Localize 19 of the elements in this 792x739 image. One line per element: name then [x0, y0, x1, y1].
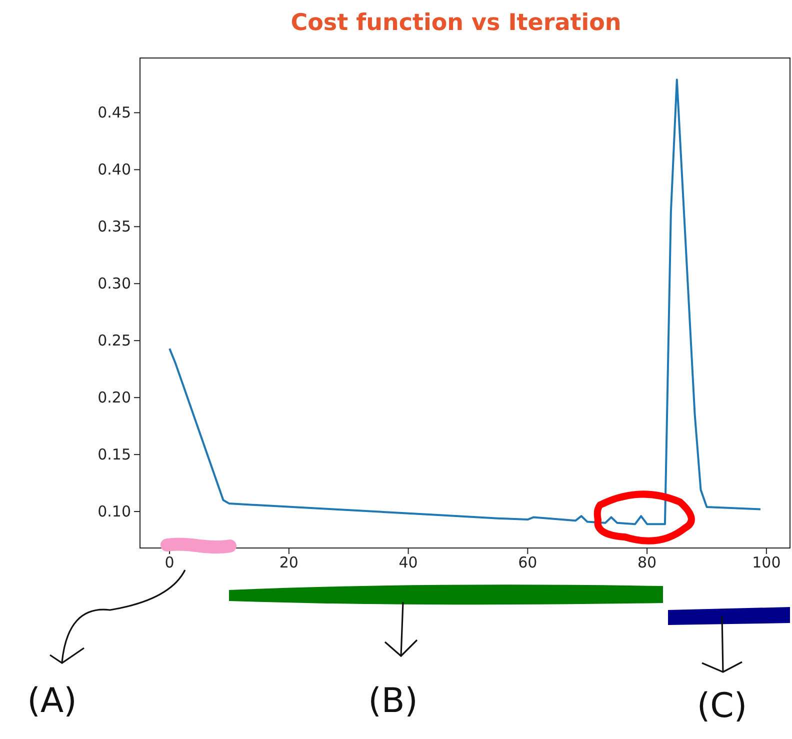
chart-title: Cost function vs Iteration	[290, 10, 622, 36]
y-tick-label: 0.10	[98, 502, 131, 520]
y-tick-label: 0.45	[98, 104, 131, 122]
x-tick-label: 80	[638, 554, 657, 572]
y-tick-label: 0.35	[98, 217, 131, 236]
x-tick-label: 40	[398, 554, 418, 572]
y-tick-label: 0.15	[98, 445, 131, 464]
text: (A)	[27, 681, 77, 721]
y-tick-label: 0.20	[98, 388, 131, 406]
y-tick-label: 0.40	[98, 160, 131, 178]
x-tick-label: 0	[164, 554, 174, 572]
text: (C)	[696, 686, 748, 726]
x-tick-label: 60	[518, 554, 538, 572]
y-tick-label: 0.30	[98, 274, 131, 292]
x-tick-label: 100	[752, 554, 781, 572]
x-tick-label: 20	[279, 554, 298, 572]
line-series	[168, 78, 762, 526]
text: (B)	[368, 681, 418, 721]
y-tick-label: 0.25	[98, 331, 131, 350]
